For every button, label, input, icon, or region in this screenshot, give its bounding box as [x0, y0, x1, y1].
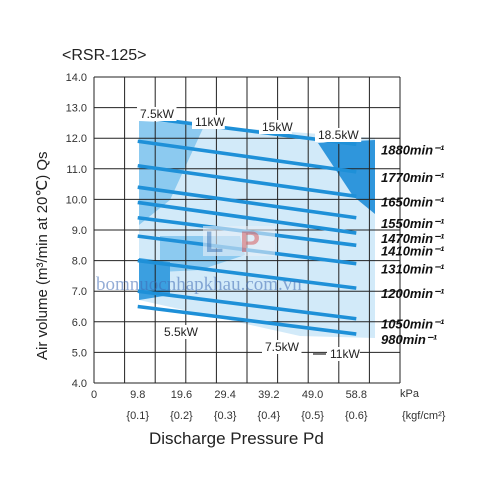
x-tick-label-secondary: {0.5}: [301, 410, 324, 422]
kw-label-bg: [192, 115, 225, 129]
rpm-label: 1470min⁻¹: [381, 231, 445, 246]
watermark-logo-p: P: [240, 226, 260, 259]
kw-label: 7.5kW: [265, 340, 300, 354]
kw-label: 7.5kW: [140, 107, 175, 121]
x-tick-label: 19.6: [171, 389, 192, 401]
x-tick-label: 58.8: [346, 389, 367, 401]
kw-label-bg: [161, 325, 201, 339]
x-tick-label: 49.0: [302, 389, 323, 401]
y-tick-label: 6.0: [72, 317, 87, 329]
kw-label-bg: [315, 128, 362, 142]
x-axis-label: Discharge Pressure Pd: [149, 429, 324, 448]
rpm-label: 1200min⁻¹: [381, 286, 445, 301]
rpm-line: [137, 185, 357, 220]
chart-title: <RSR-125>: [62, 47, 147, 64]
x-tick-label-secondary: {0.6}: [345, 410, 368, 422]
y-tick-label: 4.0: [72, 378, 87, 390]
watermark: L P bomnuocnhapkhau.com.vn: [96, 226, 302, 295]
x-tick-label-secondary: {0.1}: [126, 410, 149, 422]
kw-label: 11kW: [330, 347, 360, 361]
rpm-line: [137, 139, 357, 174]
rpm-label: 1410min⁻¹: [381, 243, 445, 258]
kw-label: 18.5kW: [318, 128, 359, 142]
y-tick-label: 10.0: [66, 194, 87, 206]
kw-label: 5.5kW: [164, 325, 199, 339]
y-tick-label: 14.0: [66, 72, 87, 84]
rpm-line: [137, 289, 357, 321]
watermark-logo-bg: [203, 226, 275, 256]
rpm-line: [137, 258, 357, 290]
y-axis-label: Air volume (m³/min at 20℃) Qs: [34, 151, 51, 360]
rpm-label: 1770min⁻¹: [381, 170, 445, 185]
y-tick-label: 9.0: [72, 225, 87, 237]
rpm-label: 1050min⁻¹: [381, 317, 445, 332]
watermark-text: bomnuocnhapkhau.com.vn: [96, 274, 302, 295]
rpm-line: [137, 200, 357, 235]
y-tick-label: 7.0: [72, 286, 87, 298]
rpm-line: [137, 304, 357, 336]
rpm-label: 1550min⁻¹: [381, 216, 445, 231]
axis-labels: 4.0 5.0 6.0 7.0 8.0 9.0 10.0 11.0 12.0 13.0 14.0 0 9…: [66, 72, 368, 422]
rpm-label: 980min⁻¹: [381, 332, 438, 347]
kw-label: 15kW: [262, 120, 293, 134]
kw-label-bg: [327, 347, 360, 361]
y-tick-label: 11.0: [66, 164, 87, 176]
y-tick-label: 12.0: [66, 133, 87, 145]
kw-label: 11kW: [195, 115, 225, 129]
x-tick-label-secondary: {0.2}: [170, 410, 193, 422]
x-tick-label: 9.8: [130, 389, 145, 401]
x-tick-label-secondary: {0.3}: [214, 410, 237, 422]
x-tick-label-secondary: {0.4}: [258, 410, 281, 422]
rpm-label: 1650min⁻¹: [381, 194, 445, 209]
kw-label-bg: [262, 340, 302, 354]
kw-labels: 7.5kW 11kW 15kW 18.5kW 5.5kW 7.5kW 11kW: [137, 107, 362, 361]
dark-zone-left: [139, 258, 170, 300]
kw-label-bg: [259, 120, 292, 134]
x-tick-label: 29.4: [214, 389, 235, 401]
x-unit-secondary: {kgf/cm²}: [402, 410, 446, 422]
x-unit: kPa: [400, 388, 420, 400]
y-tick-label: 13.0: [66, 103, 87, 115]
watermark-logo-l: L: [205, 226, 223, 259]
y-tick-label: 5.0: [72, 347, 87, 359]
x-tick-label: 39.2: [258, 389, 279, 401]
rpm-label: 1310min⁻¹: [381, 262, 445, 277]
rpm-line: [137, 163, 357, 199]
dark-zone-right: [318, 140, 375, 214]
rpm-label: 1880min⁻¹: [381, 142, 445, 157]
x-tick-label: 0: [91, 389, 97, 401]
kw-label-bg: [137, 107, 177, 121]
rpm-labels: 1880min⁻¹ 1770min⁻¹ 1650min⁻¹ 1550min⁻¹1470…: [381, 142, 445, 347]
y-tick-label: 8.0: [72, 256, 87, 268]
